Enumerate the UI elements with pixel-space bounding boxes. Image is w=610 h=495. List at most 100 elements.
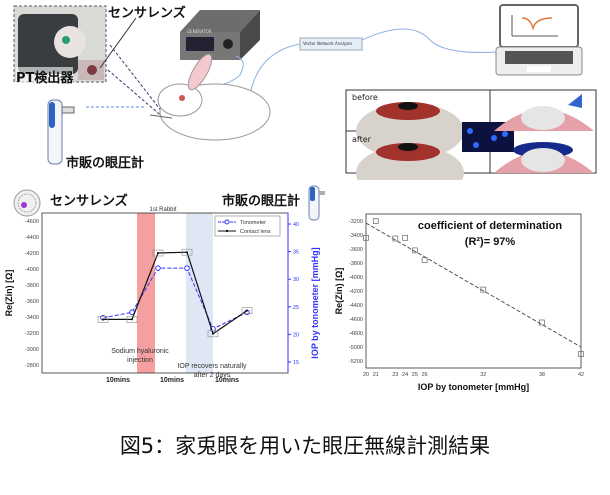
x-tick-label: 26 (422, 372, 428, 378)
contact-lens-point (102, 318, 104, 321)
setup-illustration (13, 4, 597, 180)
y-right-tick-label: 30 (293, 277, 299, 283)
annotation-r2: (R²)= 97% (465, 236, 516, 248)
tonometer-small-icon (308, 185, 325, 221)
data-point (421, 257, 428, 264)
y-tick-label: -4400 (25, 235, 39, 241)
x-tick-label: 38 (539, 372, 545, 378)
contact-lens-icon (13, 189, 41, 217)
data-point (412, 247, 418, 254)
injection-band (137, 213, 155, 373)
pt-detector-label: PT検出器 (16, 67, 74, 86)
legend-contact-marker (225, 229, 229, 233)
tonometer-series-line (102, 267, 248, 330)
x-tick-label: 10mins (106, 377, 130, 384)
y-tick-label: -3800 (25, 283, 39, 289)
chart-title: 1st Rabbit (149, 207, 176, 213)
eye-images-panel (345, 89, 597, 180)
generator-label: GENERATOR (187, 29, 212, 34)
tonometer-device-icon (47, 99, 75, 165)
annotation-recovery-2: after 2 days (194, 372, 231, 379)
y-right-tick-label: 15 (293, 360, 299, 366)
legend-tonometer-marker (224, 219, 230, 225)
data-point (392, 235, 399, 242)
y-tick-label: -4400 (349, 303, 363, 309)
annotation-injection-1: Sodium hyaluronic (111, 348, 169, 355)
y-axis-label: Re(Zin) [Ω] (334, 268, 344, 315)
sensor-lens-label: センサレンズ (108, 6, 186, 21)
contact-lens-point (131, 318, 133, 321)
contact-lens-box (241, 307, 253, 314)
cable (249, 28, 499, 96)
y-right-tick-label: 20 (293, 332, 299, 338)
correlation-chart: -3200 -3400 -3600 -3800 -4000 -4200 -4400 -4600… (334, 213, 584, 392)
x-axis-label: IOP by tonometer [mmHg] (418, 382, 529, 392)
data-point (480, 286, 487, 293)
x-tick-label: 25 (412, 372, 418, 378)
y-right-tick-label: 35 (293, 250, 299, 256)
y-tick-label: -4000 (349, 275, 363, 281)
tonometer-point (155, 265, 161, 271)
plot-frame (365, 213, 582, 369)
data-point (363, 234, 369, 241)
y-tick-label: -4200 (349, 289, 363, 295)
y-tick-label: -3000 (25, 347, 39, 353)
tonometer-label: 市販の眼圧計 (66, 156, 145, 171)
y-right-tick-label: 40 (293, 222, 299, 228)
contact-lens-point (157, 252, 159, 254)
x-tick-label: 10mins (215, 377, 239, 384)
laptop-icon (495, 4, 583, 76)
x-tick-label: 21 (373, 372, 379, 378)
y-right-axis-label: IOP by tonometer [mmHg] (310, 247, 320, 358)
x-tick-label: 20 (363, 372, 369, 378)
before-label: before (352, 93, 378, 102)
chart-tonometer-label: 市販の眼圧計 (222, 194, 301, 209)
y-right-tick-label: 25 (293, 305, 299, 311)
figure-caption: 図5：家兎眼を用いた眼圧無線計測結果 (119, 434, 491, 458)
y-tick-label: -4600 (25, 219, 39, 225)
y-tick-label: -4000 (25, 267, 39, 273)
pt-detector-photo (13, 5, 107, 83)
fit-line (365, 222, 582, 348)
y-axis-label: Re(Zin) [Ω] (4, 270, 14, 317)
legend-tonometer-label: Tonometer (240, 220, 266, 226)
leader-line (99, 17, 137, 69)
y-tick-label: -3200 (349, 219, 363, 225)
y-tick-label: -5200 (349, 359, 363, 365)
data-point (578, 351, 584, 357)
annotation-title: coefficient of determination (418, 220, 563, 232)
x-tick-label: 32 (480, 372, 486, 378)
contact-lens-box (207, 330, 219, 338)
data-point (539, 319, 545, 326)
legend-contact-label: Contact lens (240, 229, 271, 235)
annotation-recovery-1: IOP recovers naturally (177, 363, 247, 370)
y-tick-label: -3600 (25, 299, 39, 305)
generator-box (180, 10, 260, 60)
after-label: after (352, 135, 371, 144)
x-tick-label: 24 (402, 372, 408, 378)
x-tick-label: 23 (392, 372, 398, 378)
contact-lens-point (246, 309, 248, 312)
contact-lens-box (181, 248, 193, 256)
tonometer-point (184, 265, 190, 271)
contact-lens-box (97, 316, 109, 323)
data-point (372, 218, 379, 224)
contact-lens-point (186, 251, 188, 254)
x-tick-label: 42 (578, 372, 584, 378)
y-tick-label: -5000 (349, 345, 363, 351)
y-tick-label: -3600 (349, 247, 363, 253)
rabbit-illustration (149, 53, 271, 141)
contact-lens-point (212, 332, 214, 335)
y-tick-label: -3400 (349, 233, 363, 239)
y-tick-label: -4800 (349, 331, 363, 337)
y-tick-label: -3200 (25, 331, 39, 337)
y-tick-label: -3800 (349, 261, 363, 267)
contact-lens-box (126, 316, 138, 323)
y-tick-label: -4200 (25, 251, 39, 257)
vna-label: Vector Network Analyzer (303, 41, 353, 46)
y-tick-label: -4600 (349, 317, 363, 323)
y-tick-label: -2800 (25, 363, 39, 369)
y-tick-label: -3400 (25, 315, 39, 321)
data-point (402, 234, 408, 241)
chart-sensor-lens-label: センサレンズ (50, 194, 128, 209)
